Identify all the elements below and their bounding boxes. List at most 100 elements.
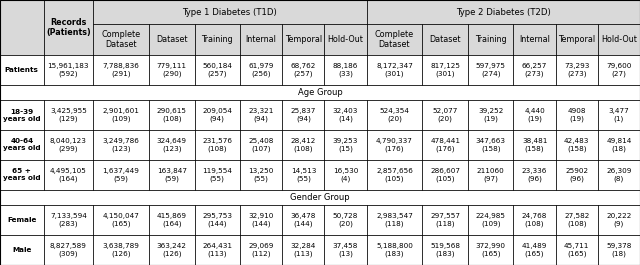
Text: Temporal: Temporal xyxy=(558,35,595,44)
Bar xyxy=(0,55,44,85)
Text: 297,557
(118): 297,557 (118) xyxy=(430,213,460,227)
Bar xyxy=(422,160,468,190)
Bar xyxy=(0,160,44,190)
Bar xyxy=(367,100,422,130)
Bar xyxy=(282,235,324,265)
Bar xyxy=(513,160,556,190)
Bar xyxy=(513,24,556,55)
Text: 59,378
(18): 59,378 (18) xyxy=(606,243,632,257)
Bar xyxy=(598,55,640,85)
Bar xyxy=(468,160,513,190)
Bar xyxy=(367,55,422,85)
Bar xyxy=(195,130,240,160)
Bar xyxy=(367,130,422,160)
Bar xyxy=(324,205,367,235)
Bar xyxy=(598,130,640,160)
Text: Dataset: Dataset xyxy=(156,35,188,44)
Bar xyxy=(468,205,513,235)
Bar xyxy=(149,160,195,190)
Bar xyxy=(195,130,240,160)
Bar xyxy=(513,160,556,190)
Bar xyxy=(240,130,282,160)
Bar xyxy=(556,235,598,265)
Bar xyxy=(598,160,640,190)
Bar xyxy=(0,100,44,130)
Text: 16,530
(4): 16,530 (4) xyxy=(333,168,358,182)
Bar xyxy=(0,190,640,205)
Bar xyxy=(149,100,195,130)
Text: 65 +
years old: 65 + years old xyxy=(3,169,40,182)
Bar xyxy=(0,85,640,100)
Bar xyxy=(149,235,195,265)
Text: 372,990
(165): 372,990 (165) xyxy=(476,243,506,257)
Text: 209,054
(94): 209,054 (94) xyxy=(202,108,232,122)
Text: 286,607
(105): 286,607 (105) xyxy=(430,168,460,182)
Text: Training: Training xyxy=(475,35,506,44)
Bar xyxy=(0,190,640,205)
Bar xyxy=(556,130,598,160)
Text: Female: Female xyxy=(7,217,36,223)
Text: 3,638,789
(126): 3,638,789 (126) xyxy=(102,243,140,257)
Bar xyxy=(598,55,640,85)
Text: 79,600
(27): 79,600 (27) xyxy=(606,63,632,77)
Bar xyxy=(513,235,556,265)
Bar xyxy=(282,100,324,130)
Bar xyxy=(422,100,468,130)
Bar xyxy=(422,24,468,55)
Bar xyxy=(0,130,44,160)
Bar xyxy=(556,100,598,130)
Bar xyxy=(556,160,598,190)
Text: 25902
(96): 25902 (96) xyxy=(565,168,588,182)
Text: 779,111
(290): 779,111 (290) xyxy=(157,63,187,77)
Bar xyxy=(513,55,556,85)
Text: 32,403
(14): 32,403 (14) xyxy=(333,108,358,122)
Bar xyxy=(324,160,367,190)
Text: 478,441
(176): 478,441 (176) xyxy=(430,138,460,152)
Text: 5,188,800
(183): 5,188,800 (183) xyxy=(376,243,413,257)
Bar xyxy=(240,24,282,55)
Bar xyxy=(240,160,282,190)
Bar xyxy=(556,100,598,130)
Bar xyxy=(468,235,513,265)
Bar xyxy=(422,55,468,85)
Text: 415,869
(164): 415,869 (164) xyxy=(157,213,187,227)
Text: 49,814
(18): 49,814 (18) xyxy=(606,138,632,152)
Bar xyxy=(44,130,93,160)
Bar xyxy=(44,235,93,265)
Text: 15,961,183
(592): 15,961,183 (592) xyxy=(47,63,89,77)
Bar xyxy=(0,55,44,85)
Text: 61,979
(256): 61,979 (256) xyxy=(248,63,274,77)
Text: 2,857,656
(105): 2,857,656 (105) xyxy=(376,168,413,182)
Bar xyxy=(422,160,468,190)
Bar xyxy=(93,100,149,130)
Bar xyxy=(282,205,324,235)
Bar xyxy=(513,55,556,85)
Bar xyxy=(93,205,149,235)
Text: 8,827,589
(309): 8,827,589 (309) xyxy=(50,243,87,257)
Text: 7,788,836
(291): 7,788,836 (291) xyxy=(102,63,140,77)
Bar xyxy=(195,55,240,85)
Bar xyxy=(598,100,640,130)
Text: Records
(Patients): Records (Patients) xyxy=(46,18,91,37)
Text: 37,458
(13): 37,458 (13) xyxy=(333,243,358,257)
Bar xyxy=(324,160,367,190)
Text: 88,186
(33): 88,186 (33) xyxy=(333,63,358,77)
Bar xyxy=(282,160,324,190)
Text: 7,133,594
(283): 7,133,594 (283) xyxy=(50,213,87,227)
Bar xyxy=(282,235,324,265)
Text: 25,408
(107): 25,408 (107) xyxy=(248,138,274,152)
Bar xyxy=(598,235,640,265)
Text: 597,975
(274): 597,975 (274) xyxy=(476,63,506,77)
Bar xyxy=(195,205,240,235)
Bar xyxy=(367,160,422,190)
Text: 26,309
(8): 26,309 (8) xyxy=(606,168,632,182)
Text: 8,172,347
(301): 8,172,347 (301) xyxy=(376,63,413,77)
Text: 817,125
(301): 817,125 (301) xyxy=(430,63,460,77)
Text: 23,336
(96): 23,336 (96) xyxy=(522,168,547,182)
Bar xyxy=(556,130,598,160)
Bar xyxy=(149,55,195,85)
Text: 4,790,337
(176): 4,790,337 (176) xyxy=(376,138,413,152)
Bar xyxy=(282,55,324,85)
Text: 42,483
(158): 42,483 (158) xyxy=(564,138,589,152)
Bar xyxy=(598,235,640,265)
